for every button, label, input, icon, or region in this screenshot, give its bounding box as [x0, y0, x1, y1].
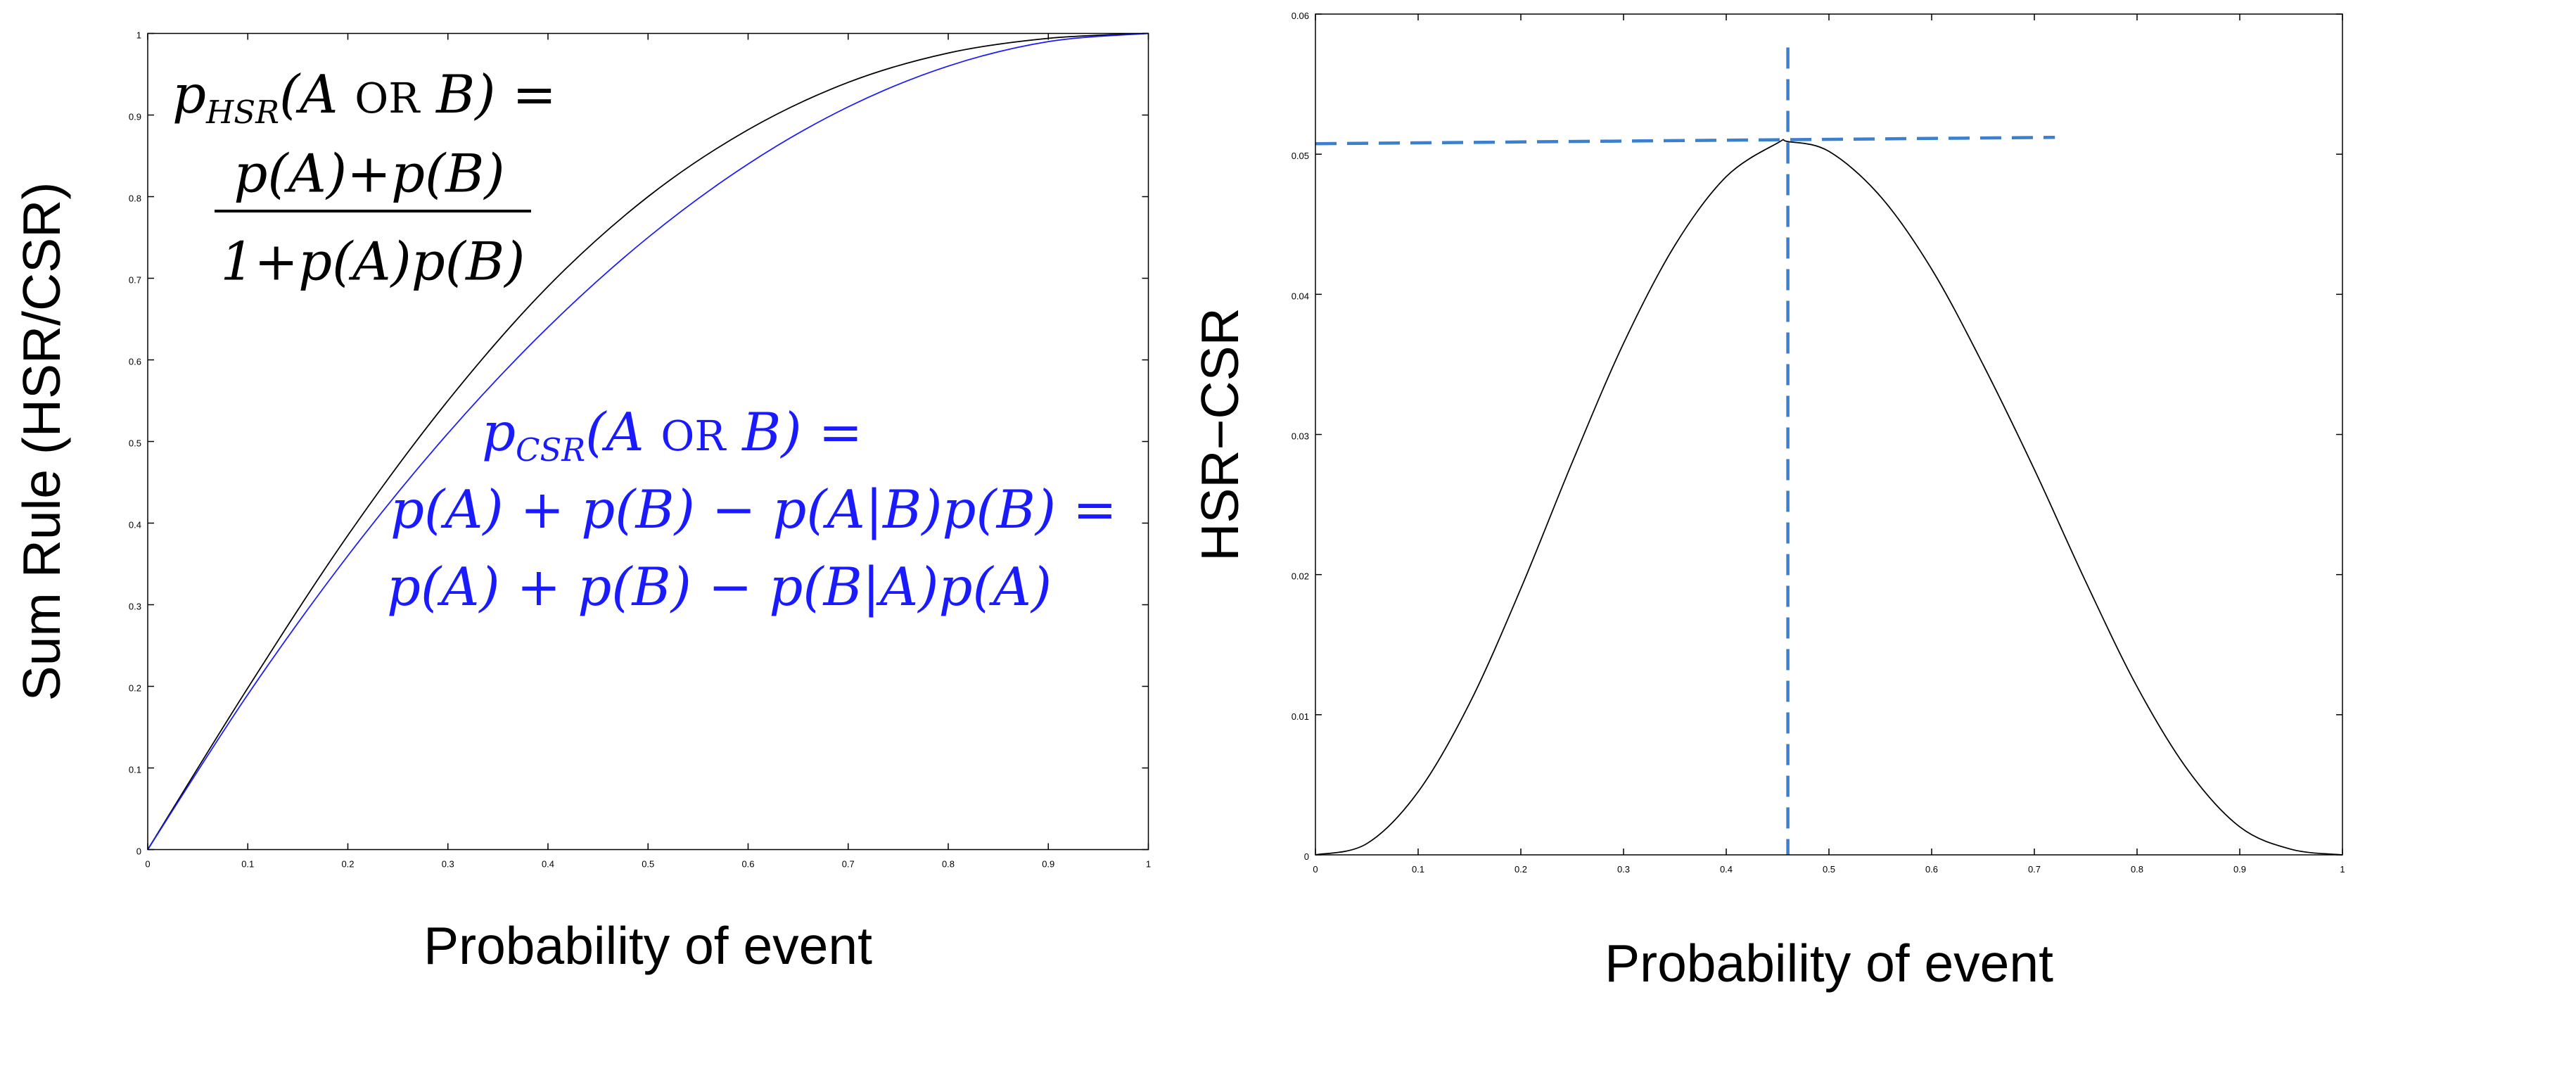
left-x-tick-label: 0.6 [741, 859, 754, 870]
csr-formula-lhs: pCSR(A OR B) = [482, 401, 862, 469]
left-y-axis-label: Sum Rule (HSR/CSR) [12, 182, 71, 701]
right-x-tick-label: 0.8 [2131, 864, 2143, 875]
left-y-tick-label: 0.3 [129, 602, 141, 612]
left-y-tick-label: 0.8 [129, 193, 141, 204]
right-x-tick-label: 1 [2340, 864, 2345, 875]
right-x-tick-label: 0 [1313, 864, 1318, 875]
right-plot-frame [1315, 13, 2343, 856]
hsr-formula-numerator: p(A)+p(B) [234, 143, 504, 205]
left-y-tick-label: 0.6 [129, 357, 141, 367]
left-x-tick-label: 0.3 [442, 859, 454, 870]
left-y-tick-label: 0 [136, 846, 141, 857]
right-x-tick-label: 0.4 [1720, 864, 1733, 875]
left-hsr-curve [147, 32, 1149, 850]
right-y-tick-label: 0.05 [1292, 151, 1309, 161]
right-y-tick-label: 0.02 [1292, 571, 1309, 582]
left-x-tick-label: 0.1 [241, 859, 254, 870]
left-chart-tick-labels: 0 0.1 0.2 0.3 0.4 0.5 0.6 0.7 0.8 0.9 1 0 0.1 0.2 0.3 0… [129, 30, 1151, 870]
left-x-tick-label: 1 [1146, 859, 1151, 870]
right-x-tick-label: 0.9 [2233, 864, 2246, 875]
left-y-tick-label: 0.7 [129, 275, 141, 286]
right-x-tick-label: 0.5 [1823, 864, 1835, 875]
right-horizontal-reference-line [1315, 136, 2055, 146]
hsr-formula: pHSR(A OR B) = p(A)+p(B) 1+p(A)p(B) [172, 63, 556, 293]
left-x-tick-label: 0 [145, 859, 150, 870]
left-y-tick-label: 0.2 [129, 683, 141, 694]
hsr-formula-denominator: 1+p(A)p(B) [221, 231, 525, 293]
right-x-tick-label: 0.2 [1515, 864, 1527, 875]
left-x-tick-label: 0.5 [642, 859, 654, 870]
right-y-tick-label: 0.04 [1292, 291, 1309, 301]
left-y-tick-label: 0.5 [129, 438, 141, 449]
left-x-tick-label: 0.2 [341, 859, 354, 870]
right-x-tick-label: 0.7 [2028, 864, 2041, 875]
csr-formula-line2: p(A) + p(B) − p(A|B)p(B) = [390, 478, 1117, 540]
left-x-tick-label: 0.8 [942, 859, 955, 870]
right-x-tick-label: 0.1 [1412, 864, 1424, 875]
right-x-axis-label: Probability of event [1605, 934, 2053, 993]
csr-formula: pCSR(A OR B) = p(A) + p(B) − p(A|B)p(B) … [387, 401, 1117, 618]
left-x-tick-label: 0.9 [1042, 859, 1054, 870]
left-plot-frame [147, 32, 1149, 851]
left-y-tick-label: 0.9 [129, 112, 141, 122]
left-y-tick-label: 0.4 [129, 520, 141, 531]
left-x-tick-label: 0.7 [842, 859, 855, 870]
right-difference-curve [1315, 139, 2343, 856]
left-y-tick-label: 1 [136, 30, 141, 41]
left-y-tick-label: 0.1 [129, 765, 141, 775]
right-y-axis-label: HSR−CSR [1190, 307, 1249, 561]
right-chart-tick-labels: 0 0.1 0.2 0.3 0.4 0.5 0.6 0.7 0.8 0.9 1 0 0.01 0.02 0.… [1292, 11, 2345, 875]
left-x-tick-label: 0.4 [542, 859, 554, 870]
right-chart: 0 0.1 0.2 0.3 0.4 0.5 0.6 0.7 0.8 0.9 1 0 0.01 0.02 0.… [1190, 11, 2345, 993]
right-y-tick-label: 0.06 [1292, 11, 1309, 21]
left-csr-curve [147, 32, 1149, 850]
right-y-tick-label: 0.01 [1292, 711, 1309, 722]
right-x-tick-label: 0.6 [1925, 864, 1938, 875]
right-x-tick-label: 0.3 [1617, 864, 1630, 875]
right-y-tick-label: 0 [1304, 851, 1309, 862]
right-y-tick-label: 0.03 [1292, 431, 1309, 442]
left-chart: 0 0.1 0.2 0.3 0.4 0.5 0.6 0.7 0.8 0.9 1 0 0.1 0.2 0.3 0… [12, 30, 1151, 976]
csr-formula-line3: p(A) + p(B) − p(B|A)p(A) [387, 556, 1052, 618]
hsr-formula-lhs: pHSR(A OR B) = [172, 63, 556, 131]
left-x-axis-label: Probability of event [423, 916, 872, 975]
